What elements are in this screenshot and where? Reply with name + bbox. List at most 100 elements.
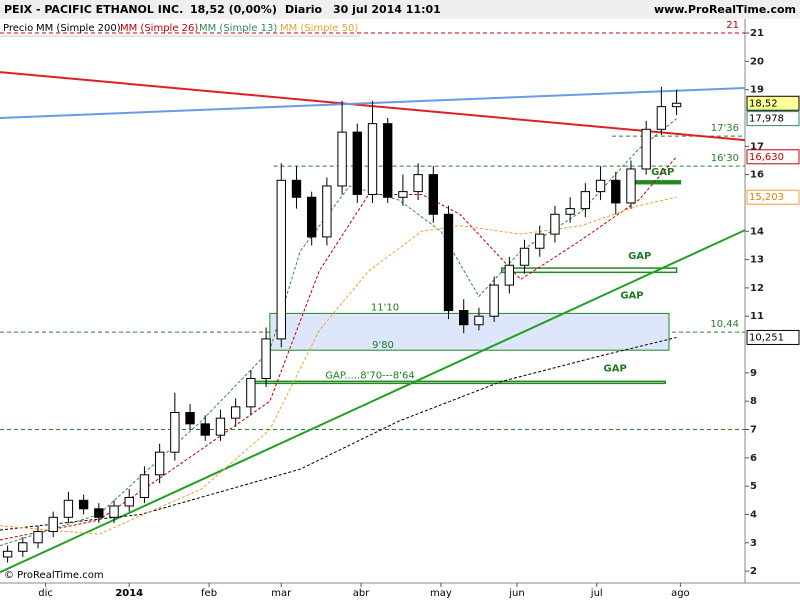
gap-zone [250, 380, 666, 385]
candle-body [474, 315, 484, 326]
candle-body [2, 550, 13, 558]
x-tick-label: jun [508, 588, 524, 599]
gap-label: GAP.....8'70---8'64 [325, 370, 414, 381]
candle-body [428, 174, 438, 215]
y-tick-label: 6 [750, 453, 757, 464]
price: 18,52 (0,00%) [190, 3, 277, 16]
candle-body [413, 174, 423, 193]
symbol: PEIX - PACIFIC ETHANOL INC. [4, 3, 183, 16]
level-label: 10,44 [710, 319, 739, 330]
candle-body [185, 412, 195, 425]
x-tick-label: ago [671, 588, 690, 599]
gap-label: GAP [651, 167, 674, 178]
candle-body [519, 247, 530, 266]
legend-entry: MM (Simple 200) [36, 23, 121, 34]
y-tick-label: 4 [750, 509, 757, 520]
candle-body [276, 179, 286, 340]
y-tick-label: 16 [750, 170, 764, 181]
trendline [0, 229, 746, 574]
y-tick-label: 3 [750, 538, 757, 549]
candle-body [641, 128, 651, 170]
y-tick-label: 8 [750, 396, 757, 407]
site: www.ProRealTime.com [654, 3, 796, 16]
x-tick-label: may [430, 588, 452, 599]
candle-body [124, 496, 134, 507]
candle-body [261, 338, 271, 380]
candle-body [48, 516, 58, 532]
last-value-box [746, 149, 800, 165]
candle-body [230, 406, 241, 419]
candle-body [535, 233, 545, 249]
x-tick-label: abr [353, 588, 370, 599]
y-tick-label: 11 [750, 311, 764, 322]
legend-entry: MM (Simple 13) [199, 23, 277, 34]
candle-body [109, 505, 119, 518]
candle-body [595, 179, 606, 193]
candle-body [307, 196, 317, 238]
y-tick-label: 14 [750, 226, 764, 237]
candle-body [671, 102, 682, 108]
y-tick-label: 19 [750, 85, 764, 96]
candle-body [580, 191, 591, 210]
gap-label: GAP [620, 290, 643, 301]
moving-average [0, 118, 677, 547]
legend-entry: Precio [3, 23, 33, 34]
last-price-box [746, 95, 800, 111]
candle-body [489, 284, 499, 317]
candle-body [170, 412, 180, 453]
gap-label: GAP [604, 363, 627, 374]
gap-zone [269, 312, 670, 351]
candle-body [154, 451, 165, 476]
y-tick-label: 17 [750, 141, 764, 152]
candle-body [611, 179, 621, 204]
candle-body [398, 191, 408, 198]
candle-body [565, 208, 575, 215]
y-tick-label: 13 [750, 255, 764, 266]
period: Diario [285, 3, 323, 16]
date: 30 jul 2014 11:01 [333, 3, 441, 16]
x-tick-label: feb [201, 588, 217, 599]
y-tick-label: 5 [750, 481, 757, 492]
y-tick-label: 21 [750, 28, 764, 39]
x-tick-label: jul [590, 588, 603, 599]
x-tick-label: mar [271, 588, 292, 599]
candle-body [459, 310, 469, 326]
candle-body [246, 378, 256, 408]
x-tick-label: 2014 [115, 588, 143, 599]
candle-body [200, 423, 210, 436]
last-value-box [746, 329, 800, 345]
last-value-box [746, 111, 800, 127]
gap-label: 11'10 [371, 302, 399, 313]
last-value-label: 10,251 [749, 332, 784, 343]
candle-body [215, 417, 226, 436]
candle-body [139, 474, 150, 498]
candle-body [322, 185, 332, 238]
level-label: 16'30 [711, 153, 739, 164]
last-value-box [746, 189, 800, 205]
y-tick-label: 2 [750, 566, 757, 577]
candle-body [352, 131, 362, 195]
candle-body [18, 542, 28, 552]
gap-label: GAP [628, 251, 651, 262]
candle-body [63, 499, 74, 518]
candle-body [78, 499, 89, 510]
level-label: 21 [726, 20, 739, 31]
candle-body [33, 530, 43, 544]
candle-body [443, 213, 454, 312]
moving-average [0, 336, 677, 531]
candle-body [626, 168, 636, 204]
candle-body [337, 131, 347, 187]
candle-body [94, 508, 104, 518]
header-bar [0, 0, 800, 19]
moving-average [0, 156, 677, 541]
last-price-label: 18,52 [749, 98, 778, 109]
footer: © ProRealTime.com [4, 570, 104, 581]
y-tick-label: 7 [750, 425, 757, 436]
y-tick-label: 20 [750, 56, 764, 67]
gap-label: 9'80 [372, 340, 394, 351]
candle-body [383, 123, 393, 198]
last-value-label: 16,630 [749, 152, 784, 163]
moving-average [0, 196, 677, 535]
gap-zone [500, 267, 678, 274]
